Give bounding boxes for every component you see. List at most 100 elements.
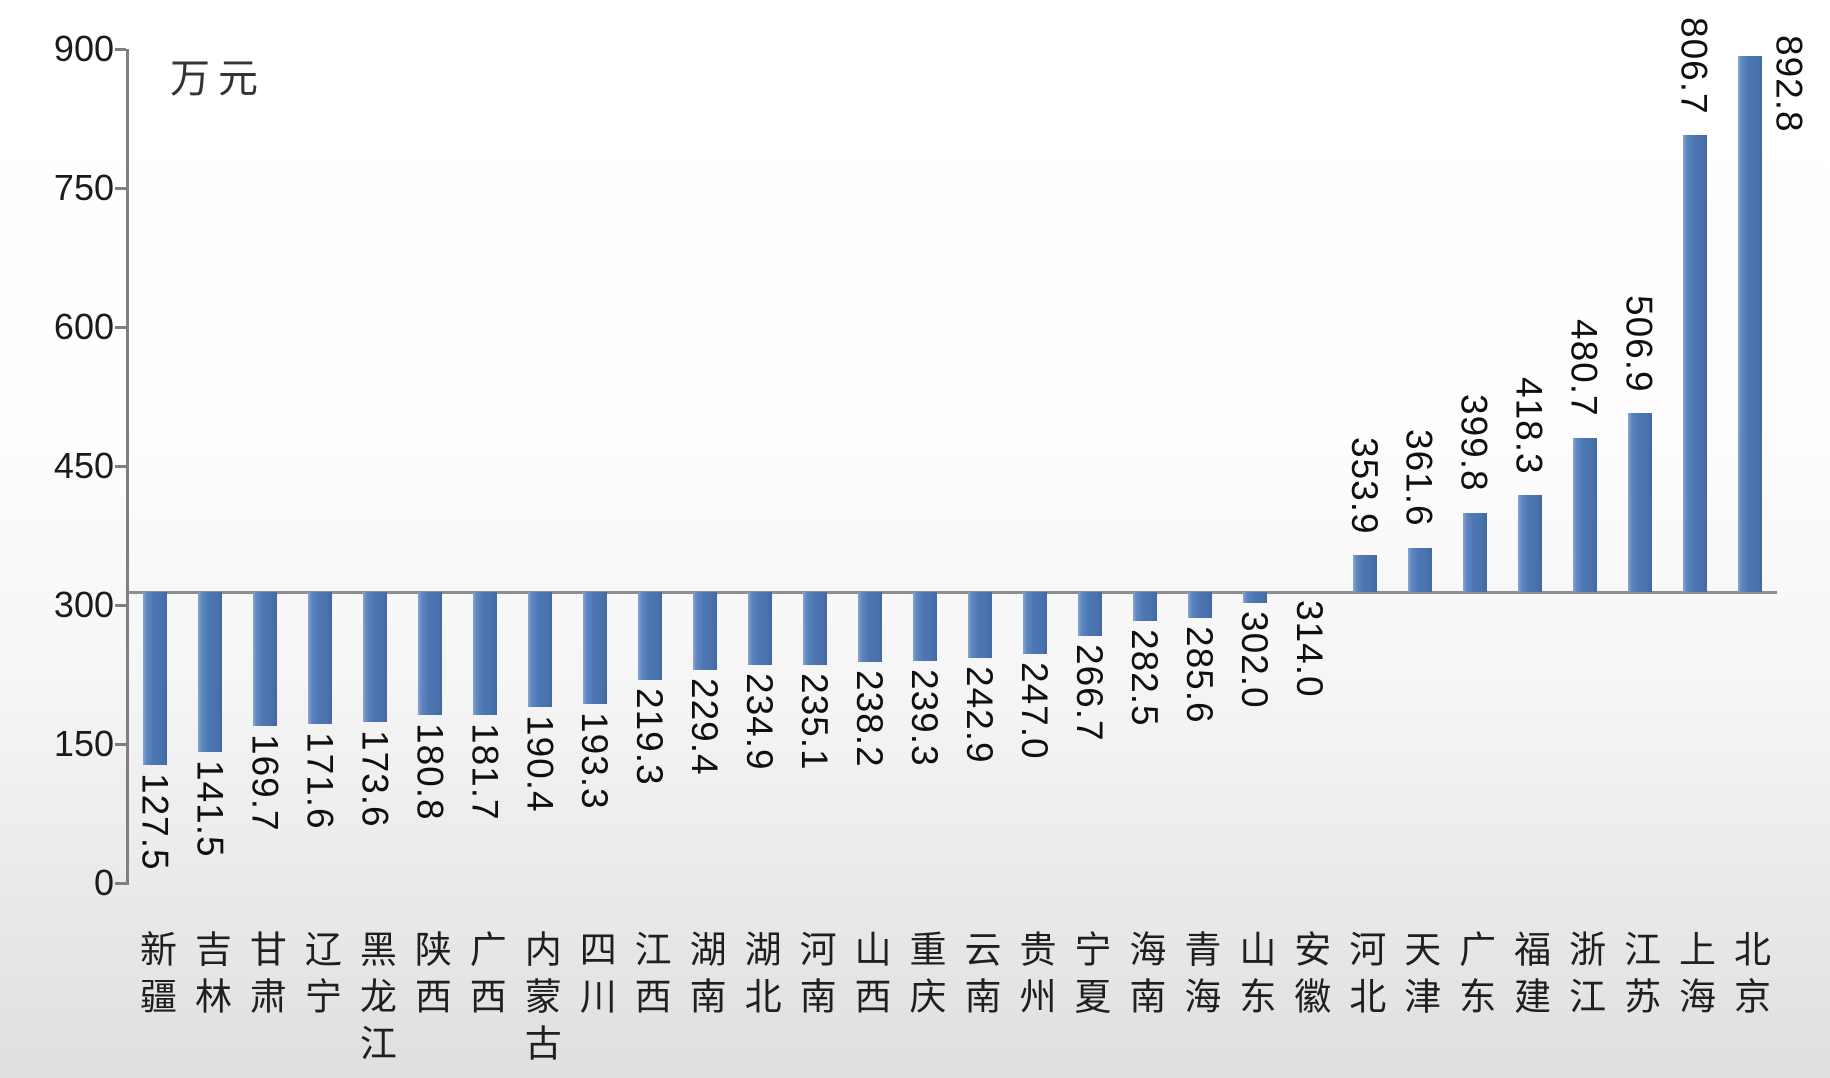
x-axis-category-label: 宁夏 [1068,930,1110,1024]
bar [1022,592,1047,655]
x-axis-category-label: 福建 [1508,930,1550,1024]
bar [1242,592,1267,604]
bar-value-label: 193.3 [574,711,616,810]
y-axis-tick-label: 900 [53,28,114,69]
bar [198,592,223,752]
x-axis-category-label: 北京 [1728,930,1770,1024]
bar-value-label: 399.8 [1453,394,1495,492]
y-axis-tick-label: 600 [53,306,114,347]
x-axis-category-label: 山东 [1233,930,1275,1024]
bar [308,592,333,724]
bar [473,592,498,715]
bar [1077,592,1102,636]
x-axis-category-label: 河北 [1343,930,1385,1024]
bar-value-label: 361.6 [1398,429,1440,527]
bar-value-label: 180.8 [409,723,451,822]
bar-value-label: 234.9 [739,673,781,771]
bar [748,592,773,666]
x-axis-category-label: 广东 [1453,930,1495,1024]
bar-value-label: 190.4 [519,714,561,813]
x-axis-category-label: 上海 [1673,930,1715,1024]
x-axis-category-label: 天津 [1398,930,1440,1024]
x-axis-category-label: 江西 [629,930,671,1024]
bar [1407,547,1432,592]
y-axis-tick-mark [115,603,126,607]
bar-value-label: 892.8 [1768,34,1810,133]
x-axis-category-label: 云南 [958,930,1000,1024]
x-axis-baseline [128,590,1777,594]
bar-value-label: 806.7 [1673,16,1715,115]
bar [913,592,938,662]
bar-value-label: 282.5 [1123,629,1165,727]
y-axis-tick-label: 750 [53,167,114,208]
y-axis-tick-label: 150 [53,723,114,764]
x-axis-category-label: 吉林 [189,930,231,1024]
bar [1682,135,1707,593]
bar [253,592,278,726]
bar [143,592,168,765]
x-axis-category-label: 山西 [849,930,891,1024]
bar-value-label: 418.3 [1508,376,1550,475]
y-axis-tick-label: 0 [93,862,114,903]
bar-value-label: 242.9 [958,665,1000,764]
bar [1462,512,1487,593]
y-axis-unit-label: 万元 [170,57,266,101]
bar [528,592,553,707]
x-axis-category-label: 青海 [1178,930,1220,1024]
bar [363,592,388,723]
bar [1187,592,1212,619]
bar-value-label: 181.7 [464,722,506,821]
x-axis-category-label: 内蒙古 [519,930,561,1071]
y-axis-tick-mark [115,742,126,746]
x-axis-category-label: 重庆 [904,930,946,1024]
y-axis-tick-label: 450 [53,445,114,486]
bar [1572,437,1597,593]
bar [1737,55,1762,593]
bar-value-label: 353.9 [1343,436,1385,535]
bar [967,592,992,658]
bar-value-label: 229.4 [684,678,726,777]
bar-value-label: 219.3 [629,687,671,786]
bar [1627,413,1652,593]
y-axis-tick-mark [115,464,126,468]
x-axis-category-label: 河南 [794,930,836,1024]
bar [803,592,828,666]
bar [858,592,883,663]
bar-value-label: 506.9 [1618,294,1660,393]
bar [1132,592,1157,622]
bar-value-label: 302.0 [1233,611,1275,709]
x-axis-category-label: 辽宁 [299,930,341,1024]
bar-value-label: 173.6 [354,730,396,828]
bar-value-label: 171.6 [299,731,341,830]
x-axis-category-label: 贵州 [1013,930,1055,1024]
bar-value-label: 480.7 [1563,319,1605,417]
bar-value-label: 285.6 [1178,626,1220,724]
x-axis-category-label: 陕西 [409,930,451,1024]
y-axis-tick-mark [115,47,126,51]
x-axis-category-label: 湖北 [739,930,781,1024]
bar-value-label: 247.0 [1013,662,1055,760]
bar-value-label: 141.5 [189,759,231,858]
bar-value-label: 266.7 [1068,643,1110,742]
bar [693,592,718,671]
bar [1352,555,1377,593]
y-axis-tick-mark [115,325,126,329]
y-axis-tick-label: 300 [53,584,114,625]
x-axis-category-label: 甘肃 [244,930,286,1024]
bar-value-label: 235.1 [794,673,836,771]
x-axis-category-label: 广西 [464,930,506,1024]
bar [418,592,443,716]
bar [638,592,663,680]
x-axis-category-label: 四川 [574,930,616,1024]
x-axis-category-label: 新疆 [134,930,176,1024]
bar-value-label: 239.3 [904,669,946,767]
bar-value-label: 127.5 [134,772,176,871]
bar-value-label: 314.0 [1288,600,1330,698]
y-axis-tick-mark [115,881,126,885]
y-axis-tick-mark [115,186,126,190]
x-axis-category-label: 浙江 [1563,930,1605,1024]
x-axis-category-label: 黑龙江 [354,930,396,1071]
bar [583,592,608,704]
x-axis-category-label: 江苏 [1618,930,1660,1024]
